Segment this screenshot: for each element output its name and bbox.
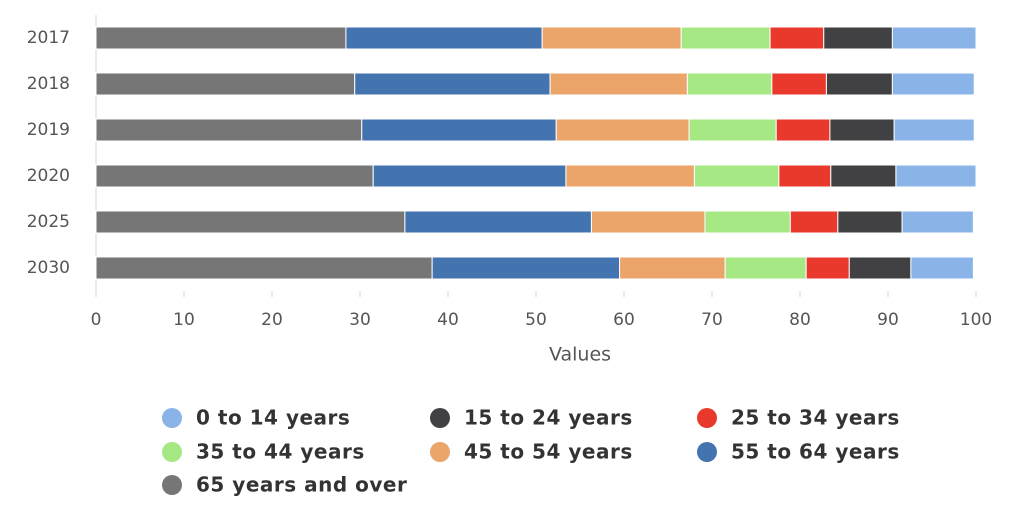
x-tick-label: 10 [173, 310, 195, 330]
bar-segment [95, 72, 356, 96]
bar-segment [372, 164, 567, 188]
bar-segment [361, 118, 557, 142]
bar-segment [565, 164, 695, 188]
bar-segment [431, 256, 621, 280]
legend-marker [697, 442, 717, 462]
bar-segment [686, 72, 773, 96]
legend-label: 65 years and over [196, 473, 407, 497]
bar-segment [693, 164, 780, 188]
y-tick-label: 2019 [27, 120, 70, 140]
y-tick-label: 2018 [27, 74, 70, 94]
bar-segment [590, 210, 706, 234]
bar-segment [775, 118, 831, 142]
legend-label: 0 to 14 years [196, 406, 350, 430]
bar-segment [891, 26, 977, 50]
legend-label: 45 to 54 years [464, 440, 633, 464]
bar-segment [95, 210, 406, 234]
x-tick-label: 90 [877, 310, 899, 330]
bar-segment [848, 256, 912, 280]
bar-segment [823, 26, 893, 50]
x-tick-label: 80 [789, 310, 811, 330]
bar-segment [769, 26, 825, 50]
legend-marker [697, 408, 717, 428]
x-tick-label: 100 [960, 310, 992, 330]
bar-segment [95, 26, 347, 50]
bar-segment [555, 118, 690, 142]
x-tick-label: 20 [261, 310, 283, 330]
bar-segment [619, 256, 726, 280]
bar-segment [778, 164, 832, 188]
legend-label: 35 to 44 years [196, 440, 365, 464]
bar-segment [910, 256, 974, 280]
bar-segment [895, 164, 977, 188]
bar-segment [354, 72, 551, 96]
legend-marker [162, 408, 182, 428]
bar-segment [95, 164, 374, 188]
bar-segment [805, 256, 850, 280]
x-tick-label: 60 [613, 310, 635, 330]
bar-segment [837, 210, 903, 234]
bar-segment [789, 210, 839, 234]
bar-segment [893, 118, 975, 142]
y-tick-label: 2020 [27, 166, 70, 186]
bar-segment [704, 210, 791, 234]
bar-segment [95, 256, 433, 280]
legend-marker [430, 442, 450, 462]
legend-marker [430, 408, 450, 428]
bar-segment [891, 72, 975, 96]
y-tick-label: 2030 [27, 258, 70, 278]
x-tick-label: 70 [701, 310, 723, 330]
legend-label: 55 to 64 years [731, 440, 900, 464]
x-tick-label: 40 [437, 310, 459, 330]
bar-segment [680, 26, 771, 50]
legend-marker [162, 442, 182, 462]
bar-segment [404, 210, 592, 234]
y-tick-label: 2025 [27, 212, 70, 232]
bar-segment [541, 26, 682, 50]
legend-marker [162, 475, 182, 495]
bar-segment [345, 26, 543, 50]
bar-segment [724, 256, 807, 280]
bar-segment [688, 118, 777, 142]
bar-segment [825, 72, 893, 96]
x-tick-label: 30 [349, 310, 371, 330]
legend-label: 15 to 24 years [464, 406, 633, 430]
x-tick-label: 0 [91, 310, 102, 330]
x-tick-label: 50 [525, 310, 547, 330]
bar-segment [771, 72, 827, 96]
y-tick-label: 2017 [27, 28, 70, 48]
bar-segment [830, 164, 897, 188]
bar-segment [95, 118, 363, 142]
x-axis-title: Values [549, 344, 611, 366]
bar-segment [829, 118, 895, 142]
bar-segment [901, 210, 974, 234]
legend-label: 25 to 34 years [731, 406, 900, 430]
bar-segment [549, 72, 688, 96]
